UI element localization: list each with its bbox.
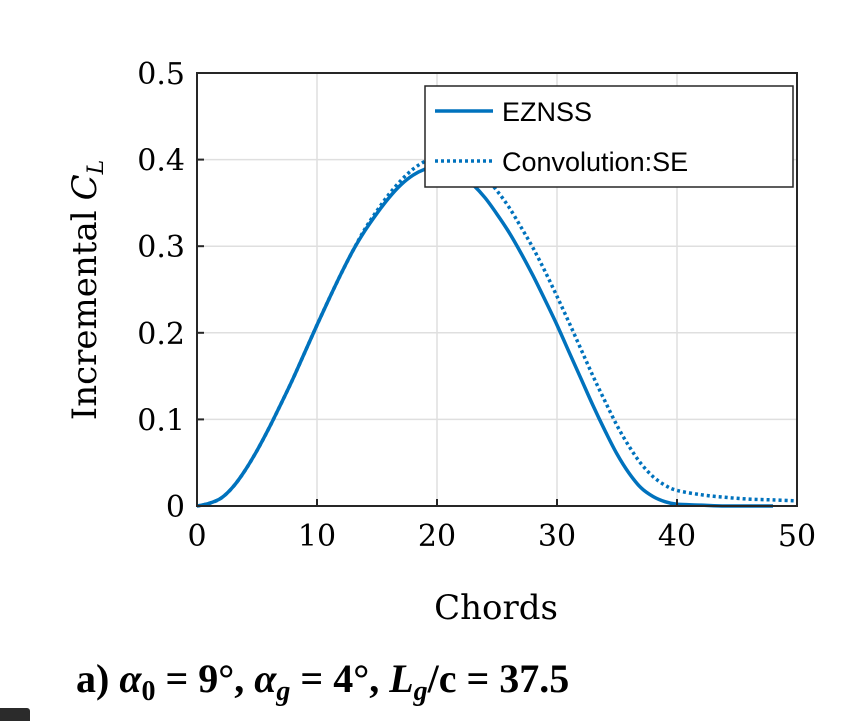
x-tick-label: 40 — [658, 519, 696, 554]
caption-alphag-symbol: α — [254, 656, 277, 701]
legend-label-ezness: EZNSS — [502, 97, 592, 127]
y-tick-label: 0 — [166, 490, 185, 525]
ticks: 0 10 20 30 40 50 0 0.1 0.2 0.3 0.4 0.5 — [137, 57, 816, 554]
x-tick-label: 10 — [298, 519, 336, 554]
corner-mark — [0, 708, 30, 721]
legend-box — [424, 85, 794, 188]
x-tick-label: 50 — [778, 519, 816, 554]
y-axis-title-subscript: L — [84, 160, 109, 176]
legend: EZNSS Convolution:SE — [424, 85, 794, 188]
plot-frame — [196, 72, 798, 507]
series-line-eznss — [196, 164, 773, 508]
caption-lg-subscript: g — [413, 676, 428, 707]
caption-alpha0-value: = 9°, — [155, 656, 254, 701]
y-tick-label: 0.3 — [137, 230, 185, 265]
y-tick-label: 0.2 — [137, 317, 185, 352]
legend-label-convolution: Convolution:SE — [502, 147, 688, 177]
y-axis-title-symbol: C — [65, 174, 105, 200]
series-layer — [196, 154, 798, 508]
caption-alpha0-symbol: α — [119, 656, 142, 701]
figure-caption: a) α0 = 9°, αg = 4°, Lg/c = 37.5 — [76, 656, 569, 707]
caption-alphag-subscript: g — [275, 676, 290, 707]
y-tick-label: 0.4 — [137, 144, 185, 179]
y-axis-title-text: Incremental — [65, 210, 105, 420]
x-tick-label: 0 — [187, 519, 206, 554]
caption-prefix: a) — [76, 656, 119, 701]
x-axis-title: Chords — [434, 588, 558, 628]
x-tick-label: 20 — [418, 519, 456, 554]
y-tick-label: 0.5 — [137, 57, 185, 92]
caption-alphag-value: = 4°, — [290, 656, 389, 701]
series-line-convolution-se — [196, 154, 798, 508]
caption-alpha0-subscript: 0 — [141, 676, 155, 707]
y-tick-label: 0.1 — [137, 403, 185, 438]
y-axis-title: Incremental CL — [65, 160, 109, 420]
x-tick-label: 30 — [538, 519, 576, 554]
caption-lg-value: /c = 37.5 — [427, 656, 570, 701]
caption-lg-symbol: L — [388, 656, 413, 701]
